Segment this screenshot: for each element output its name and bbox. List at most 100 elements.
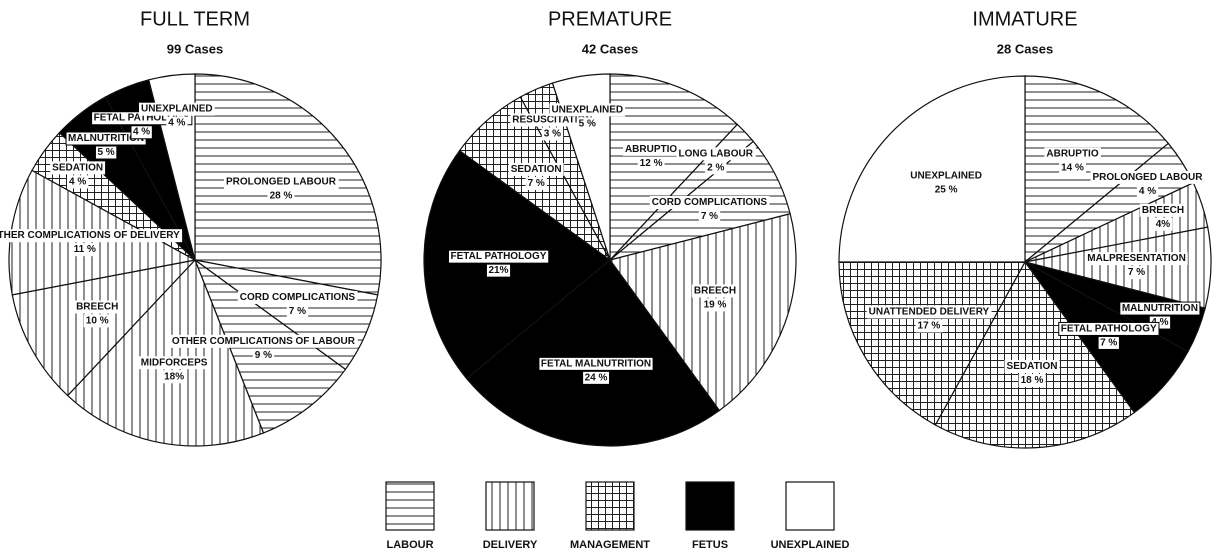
pie-slice <box>465 259 721 447</box>
slice-label: BREECH <box>1142 205 1184 216</box>
slice-label: PROLONGED LABOUR <box>1092 172 1203 183</box>
label-background <box>1018 374 1046 388</box>
label-background <box>1059 161 1087 175</box>
label-background <box>510 113 595 127</box>
slice-label: BREECH <box>694 285 736 296</box>
label-background <box>83 314 111 328</box>
legend-swatch <box>585 481 635 531</box>
label-background <box>1058 321 1160 336</box>
label-background <box>908 169 984 183</box>
label-background <box>138 102 215 116</box>
slice-value-label: 5 % <box>97 147 114 158</box>
label-background <box>1090 170 1206 184</box>
chart-subtitle: 42 Cases <box>582 41 638 56</box>
slice-label: SEDATION <box>1007 361 1058 372</box>
slice-value-label: 21% <box>488 265 508 276</box>
slice-label: UNEXPLAINED <box>910 171 982 182</box>
pie-slice <box>838 75 1026 263</box>
legend-label: FETUS <box>692 539 728 551</box>
legend-label: UNEXPLAINED <box>771 539 850 551</box>
slice-value-label: 7 % <box>1100 337 1117 348</box>
label-background <box>223 175 339 189</box>
label-background <box>166 116 188 130</box>
slice-value-label: 18 % <box>1021 375 1044 386</box>
chart-title: IMMATURE <box>972 8 1077 30</box>
slice-label: LONG LABOUR <box>679 148 754 159</box>
label-background <box>50 161 106 175</box>
slice-value-label: 3 % <box>544 128 561 139</box>
label-background <box>162 370 187 384</box>
label-background <box>237 290 358 304</box>
label-background <box>705 161 727 175</box>
slice-value-label: 7 % <box>528 178 545 189</box>
label-background <box>1097 335 1120 350</box>
legend-label: LABOUR <box>386 539 433 551</box>
label-background <box>1044 147 1101 161</box>
slice-value-label: 14 % <box>1061 163 1084 174</box>
slice-value-label: 9 % <box>255 350 272 361</box>
slice-label: PROLONGED LABOUR <box>226 177 337 188</box>
label-background <box>866 305 992 319</box>
slice-label: RESUSCITATION <box>512 114 592 125</box>
label-background <box>538 356 654 371</box>
label-background <box>676 147 756 161</box>
slice-value-label: 4 % <box>133 127 150 138</box>
label-background <box>1085 252 1188 266</box>
label-background <box>267 189 295 203</box>
slice-value-label: 12 % <box>640 158 663 169</box>
slice-label: UNEXPLAINED <box>141 104 213 115</box>
legend-label: DELIVERY <box>483 539 538 551</box>
slice-value-label: 28 % <box>270 191 293 202</box>
slice-value-label: 18% <box>164 371 184 382</box>
slice-value-label: 17 % <box>918 320 941 331</box>
slice-value-label: 11 % <box>74 244 96 255</box>
slice-label: FETAL PATHOLOGY <box>94 113 190 124</box>
slice-label: ABRUPTIO <box>1046 149 1098 160</box>
slice-value-label: 7 % <box>1128 267 1145 278</box>
slice-value-label: 7 % <box>289 306 306 317</box>
slice-label: CORD COMPLICATIONS <box>240 292 356 303</box>
slice-value-label: 4 % <box>69 176 86 187</box>
label-background <box>447 249 550 264</box>
label-background <box>1119 301 1201 316</box>
label-background <box>701 298 729 312</box>
label-background <box>1136 184 1159 198</box>
chart-title: PREMATURE <box>548 8 672 30</box>
slice-label: OTHER COMPLICATIONS OF LABOUR <box>172 336 356 347</box>
pie-slice <box>609 73 739 262</box>
slice-value-label: 4% <box>1156 219 1171 230</box>
slice-value-label: 4 % <box>1151 317 1168 328</box>
label-background <box>649 195 770 209</box>
label-background <box>71 243 98 257</box>
pie-slice <box>934 260 1136 449</box>
slice-label: MALNUTRITION <box>1122 303 1198 314</box>
label-background <box>698 209 721 223</box>
label-background <box>637 156 665 170</box>
pie-slice <box>1024 75 1170 264</box>
chart-subtitle: 28 Cases <box>997 41 1053 56</box>
slice-label: MALNUTRITION <box>68 133 144 144</box>
slice-label: ABRUPTIO <box>625 144 677 155</box>
label-background <box>691 284 739 298</box>
slice-label: BREECH <box>76 301 118 312</box>
slice-label: FETAL PATHOLOGY <box>1061 323 1157 334</box>
chart-subtitle: 99 Cases <box>167 41 223 56</box>
pie-slice <box>608 213 797 412</box>
slice-value-label: 4 % <box>168 118 185 129</box>
label-background <box>1004 360 1060 374</box>
slice-label: OTHER COMPLICATIONS OF DELIVERY <box>0 230 180 241</box>
slice-value-label: 24 % <box>585 372 608 383</box>
label-background <box>1153 217 1173 231</box>
slice-label: UNEXPLAINED <box>551 104 623 115</box>
label-background <box>138 356 210 370</box>
legend-swatch <box>385 481 435 531</box>
label-background <box>169 334 358 348</box>
label-background <box>252 348 275 362</box>
label-background <box>130 125 153 140</box>
slice-label: MALPRESENTATION <box>1087 253 1186 264</box>
slice-label: SEDATION <box>52 162 103 173</box>
pie-slice <box>66 258 265 447</box>
label-background <box>932 183 960 197</box>
slice-label: FETAL MALNUTRITION <box>541 358 651 369</box>
label-background <box>508 162 564 176</box>
